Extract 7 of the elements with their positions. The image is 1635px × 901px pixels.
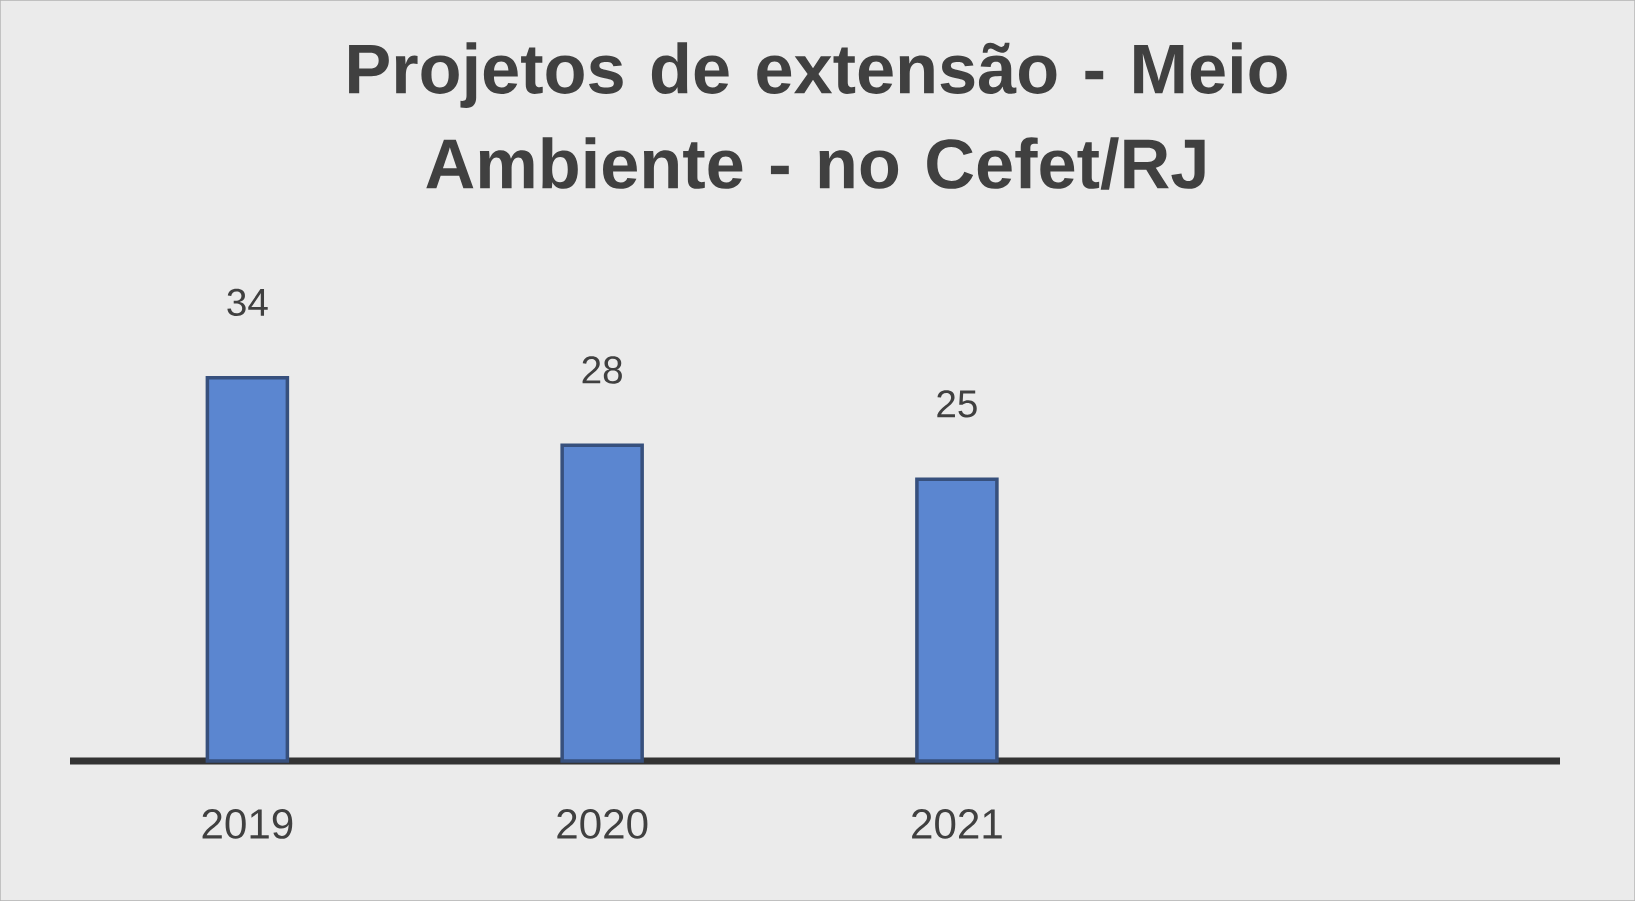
x-tick-label: 2019 [202, 809, 293, 839]
x-tick-label: 2021 [912, 809, 1002, 839]
chart-title: Projetos de extensão - Meio Ambiente - no Cefet/RJ [349, 42, 1287, 190]
data-label: 34 [227, 288, 268, 317]
data-label: 25 [937, 390, 977, 418]
x-tick-label: 2020 [557, 809, 648, 839]
data-label: 28 [582, 356, 622, 384]
